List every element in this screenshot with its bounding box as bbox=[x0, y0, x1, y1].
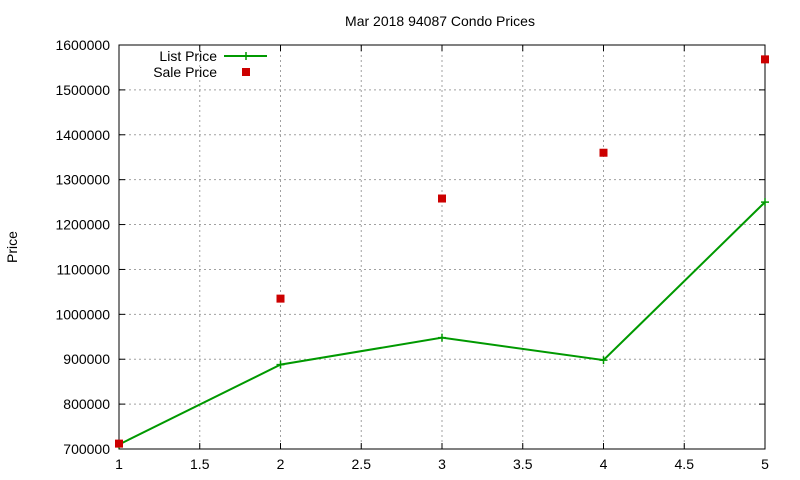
list-price-line bbox=[118, 201, 766, 446]
y-tick-label: 1300000 bbox=[55, 172, 110, 188]
list-price-point bbox=[761, 198, 769, 207]
x-tick-label: 4.5 bbox=[675, 456, 695, 472]
x-tick-label: 1 bbox=[115, 456, 123, 472]
grid bbox=[119, 45, 765, 449]
list-price-point bbox=[438, 333, 446, 342]
y-tick-label: 800000 bbox=[63, 396, 110, 412]
x-tick-label: 3.5 bbox=[513, 456, 533, 472]
tick-marks bbox=[118, 44, 766, 450]
sale-price-point bbox=[599, 148, 608, 157]
y-tick-label: 1500000 bbox=[55, 82, 110, 98]
sale-price-point bbox=[438, 194, 446, 203]
y-tick-labels: 700000 800000 900000 1000000 1100000 1200000 1… bbox=[55, 37, 110, 457]
y-tick-label: 1100000 bbox=[57, 261, 111, 277]
chart-title: Mar 2018 94087 Condo Prices bbox=[345, 13, 535, 29]
y-tick-label: 1200000 bbox=[55, 217, 110, 233]
sale-price-point bbox=[276, 294, 285, 303]
y-tick-label: 900000 bbox=[63, 351, 110, 367]
x-tick-label: 4 bbox=[600, 456, 608, 472]
x-tick-label: 3 bbox=[438, 456, 446, 472]
y-tick-label: 1600000 bbox=[55, 37, 110, 53]
list-price-point bbox=[276, 360, 285, 369]
legend-sample-list-price bbox=[224, 52, 267, 60]
legend: List Price Sale Price bbox=[153, 48, 267, 80]
x-tick-label: 2.5 bbox=[352, 456, 372, 472]
legend-square bbox=[242, 68, 250, 76]
legend-sample-sale-price bbox=[242, 68, 250, 76]
legend-label-sale-price: Sale Price bbox=[153, 64, 217, 80]
sale-price-point bbox=[761, 55, 769, 64]
y-axis-label: Price bbox=[4, 231, 20, 263]
legend-label-list-price: List Price bbox=[159, 48, 217, 64]
sale-price-point bbox=[115, 439, 123, 448]
y-tick-label: 700000 bbox=[63, 441, 110, 457]
y-tick-label: 1000000 bbox=[55, 306, 110, 322]
x-tick-label: 2 bbox=[277, 456, 285, 472]
y-tick-label: 1400000 bbox=[55, 127, 110, 143]
x-tick-labels: 1 1.5 2 2.5 3 3.5 4 4.5 5 bbox=[115, 456, 769, 472]
x-tick-label: 5 bbox=[761, 456, 769, 472]
series bbox=[115, 55, 769, 449]
list-price-point bbox=[599, 356, 608, 365]
x-tick-label: 1.5 bbox=[190, 456, 210, 472]
